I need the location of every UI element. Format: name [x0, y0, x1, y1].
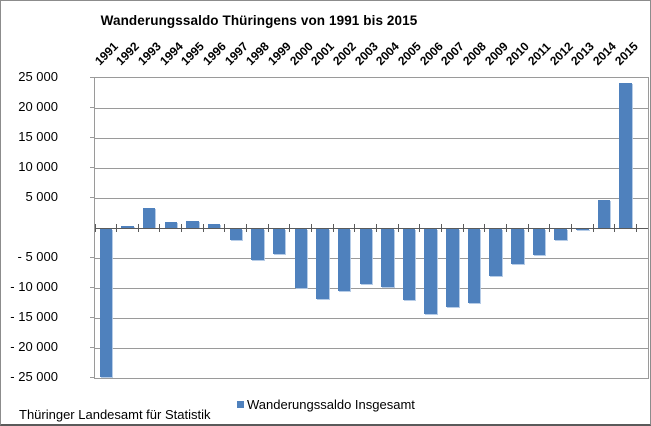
legend-label: Wanderungssaldo Insgesamt	[247, 397, 415, 412]
x-axis-label: 2011	[525, 39, 554, 68]
y-axis-tick	[90, 376, 94, 378]
gridline	[95, 107, 648, 109]
y-axis-label: 20 000	[18, 99, 58, 114]
legend-swatch-icon	[237, 401, 244, 408]
x-axis-label: 2015	[611, 39, 641, 68]
bar	[467, 229, 481, 304]
axis-tick	[137, 224, 139, 232]
gridline	[95, 317, 648, 319]
axis-tick	[181, 224, 183, 232]
bar	[142, 207, 156, 228]
zero-axis-line	[95, 227, 648, 229]
axis-tick	[419, 224, 421, 232]
bar	[359, 229, 372, 284]
y-axis-tick	[90, 256, 94, 258]
bar	[489, 229, 502, 277]
axis-tick	[614, 224, 616, 232]
y-axis-tick	[90, 106, 94, 108]
gridline	[95, 287, 648, 289]
source-attribution: Thüringer Landesamt für Statistik	[19, 407, 211, 422]
axis-tick	[397, 224, 399, 232]
axis-tick	[549, 224, 551, 232]
axis-tick	[462, 224, 464, 232]
gridline	[95, 137, 648, 139]
x-axis-label: 2014	[590, 39, 619, 68]
y-axis-tick	[90, 286, 94, 288]
bar	[597, 200, 611, 228]
gridline	[95, 197, 648, 199]
bar	[337, 229, 351, 291]
bar	[402, 229, 416, 300]
axis-tick	[311, 224, 313, 232]
gridline	[95, 167, 648, 169]
y-axis-tick	[90, 196, 94, 198]
y-axis-label: - 25 000	[10, 369, 58, 384]
bar	[294, 229, 308, 289]
bar	[619, 82, 632, 228]
bar	[229, 229, 243, 241]
axis-tick	[484, 224, 486, 232]
axis-tick	[571, 224, 573, 232]
y-axis-label: 5 000	[25, 189, 58, 204]
y-axis-label: 25 000	[18, 69, 58, 84]
bar	[381, 229, 394, 287]
bar	[532, 229, 546, 255]
axis-tick	[246, 224, 248, 232]
bar	[164, 222, 178, 228]
y-axis-label: - 15 000	[10, 309, 58, 324]
bar	[251, 229, 264, 260]
axis-tick	[267, 224, 269, 232]
y-axis-label: - 5 000	[17, 249, 58, 264]
y-axis-label: 15 000	[18, 129, 58, 144]
bar	[186, 221, 199, 228]
axis-tick	[636, 224, 637, 232]
axis-tick	[592, 224, 594, 232]
axis-tick	[159, 224, 161, 232]
axis-tick	[354, 224, 356, 232]
bar	[99, 229, 113, 377]
axis-tick	[506, 224, 508, 232]
bar	[576, 229, 589, 230]
bar	[511, 229, 524, 264]
y-axis-label: 10 000	[18, 159, 58, 174]
y-axis-label: - 20 000	[10, 339, 58, 354]
axis-tick	[202, 224, 204, 232]
y-axis-tick	[90, 346, 94, 348]
gridline	[95, 347, 648, 349]
axis-tick	[94, 224, 96, 232]
axis-tick	[441, 224, 443, 232]
y-axis-tick	[90, 166, 94, 168]
axis-tick	[332, 224, 334, 232]
bar	[316, 229, 329, 299]
y-axis-tick	[90, 136, 94, 138]
bar	[446, 229, 459, 307]
y-axis-tick	[90, 76, 94, 78]
bar	[207, 224, 221, 228]
bar	[424, 229, 437, 314]
axis-tick	[289, 224, 291, 232]
y-axis-label: - 10 000	[10, 279, 58, 294]
bar	[554, 229, 567, 240]
bar	[121, 225, 134, 228]
bar	[272, 229, 286, 254]
axis-tick	[527, 224, 529, 232]
axis-tick	[224, 224, 226, 232]
axis-tick	[116, 224, 118, 232]
chart-title: Wanderungssaldo Thüringens von 1991 bis …	[100, 13, 418, 28]
y-axis-tick	[90, 316, 94, 318]
axis-tick	[376, 224, 378, 232]
plot-area	[94, 77, 649, 379]
